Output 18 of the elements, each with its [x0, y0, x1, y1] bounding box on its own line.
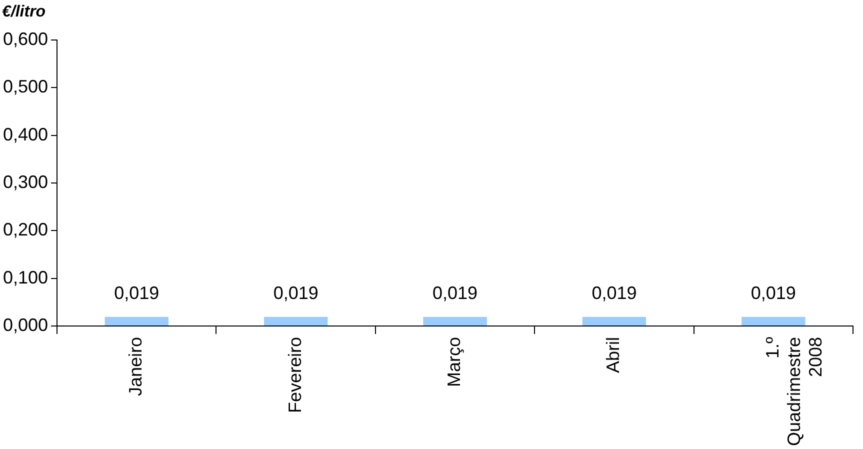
y-axis-title: €/litro [2, 3, 46, 20]
y-tick-label: 0,200 [2, 220, 48, 240]
data-label: 0,019 [750, 282, 796, 303]
y-tick-label: 0,300 [2, 172, 48, 192]
data-label: 0,019 [432, 282, 478, 303]
y-tick-label: 0,600 [2, 28, 48, 49]
data-label: 0,019 [273, 282, 318, 303]
x-tick-label: 1.º Quadrimestre 2008 [762, 336, 826, 446]
y-tick-label: 0,100 [2, 267, 48, 288]
data-label: 0,019 [114, 282, 160, 303]
y-tick-label: 0,400 [2, 124, 48, 144]
data-label: 0,019 [592, 282, 637, 303]
x-tick-label: Janeiro [126, 336, 146, 396]
y-tick-label: 0,500 [2, 76, 48, 97]
x-tick-label: Março [444, 336, 464, 387]
x-tick-label: Abril [603, 336, 624, 373]
x-tick-label: Fevereiro [284, 336, 305, 413]
y-tick-label: 0,000 [2, 314, 48, 335]
